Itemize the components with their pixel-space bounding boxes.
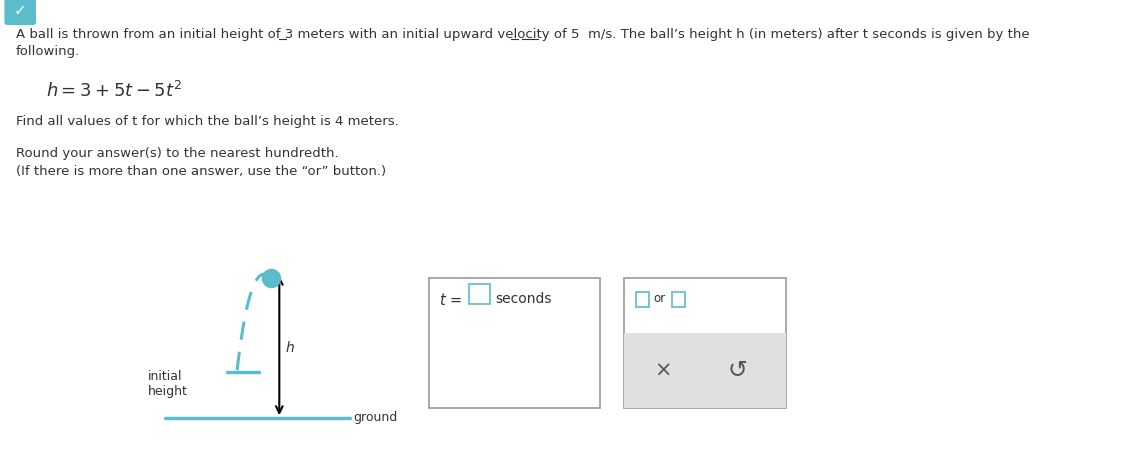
Text: height: height <box>148 385 188 398</box>
FancyBboxPatch shape <box>429 278 599 408</box>
Text: $h = 3 + 5t - 5t^2$: $h = 3 + 5t - 5t^2$ <box>46 81 182 101</box>
Text: or: or <box>653 292 666 305</box>
FancyBboxPatch shape <box>636 292 649 307</box>
Text: $h$: $h$ <box>285 340 296 356</box>
Text: seconds: seconds <box>495 292 552 306</box>
Text: initial: initial <box>148 370 182 383</box>
Text: ↺: ↺ <box>728 358 747 383</box>
FancyBboxPatch shape <box>672 292 685 307</box>
FancyBboxPatch shape <box>5 0 36 25</box>
Text: $t$ =: $t$ = <box>439 292 462 308</box>
FancyBboxPatch shape <box>623 278 786 408</box>
Text: (If there is more than one answer, use the “or” button.): (If there is more than one answer, use t… <box>16 165 386 178</box>
Text: ✓: ✓ <box>14 4 26 18</box>
Text: Find all values of t for which the ball’s height is 4 meters.: Find all values of t for which the ball’… <box>16 115 399 128</box>
Text: Round your answer(s) to the nearest hundredth.: Round your answer(s) to the nearest hund… <box>16 147 338 160</box>
Text: ×: × <box>654 361 672 380</box>
FancyBboxPatch shape <box>469 284 490 304</box>
Text: ground: ground <box>353 411 398 424</box>
FancyBboxPatch shape <box>623 333 786 408</box>
Text: following.: following. <box>16 45 80 58</box>
Text: A ball is thrown from an initial height of 3 meters with an initial upward veloc: A ball is thrown from an initial height … <box>16 28 1029 41</box>
